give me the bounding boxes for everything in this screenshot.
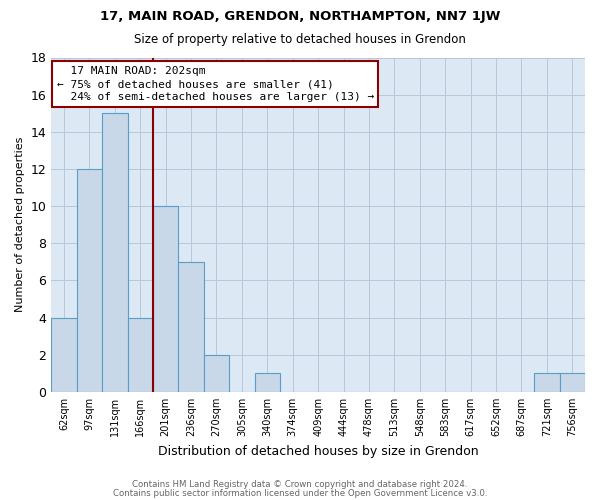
Bar (102, 113, 128, 392)
Bar (178, 262, 204, 392)
Bar (128, 318, 153, 392)
Y-axis label: Number of detached properties: Number of detached properties (15, 137, 25, 312)
Bar (534, 374, 560, 392)
Bar (77, 169, 102, 392)
Bar (51, 318, 77, 392)
Text: 17 MAIN ROAD: 202sqm
← 75% of detached houses are smaller (41)
  24% of semi-det: 17 MAIN ROAD: 202sqm ← 75% of detached h… (56, 66, 374, 102)
Text: 17, MAIN ROAD, GRENDON, NORTHAMPTON, NN7 1JW: 17, MAIN ROAD, GRENDON, NORTHAMPTON, NN7… (100, 10, 500, 23)
Bar (560, 374, 585, 392)
Text: Size of property relative to detached houses in Grendon: Size of property relative to detached ho… (134, 32, 466, 46)
Text: Contains HM Land Registry data © Crown copyright and database right 2024.: Contains HM Land Registry data © Crown c… (132, 480, 468, 489)
X-axis label: Distribution of detached houses by size in Grendon: Distribution of detached houses by size … (158, 444, 478, 458)
Bar (254, 374, 280, 392)
Text: Contains public sector information licensed under the Open Government Licence v3: Contains public sector information licen… (113, 488, 487, 498)
Bar (153, 206, 178, 392)
Bar (204, 355, 229, 392)
